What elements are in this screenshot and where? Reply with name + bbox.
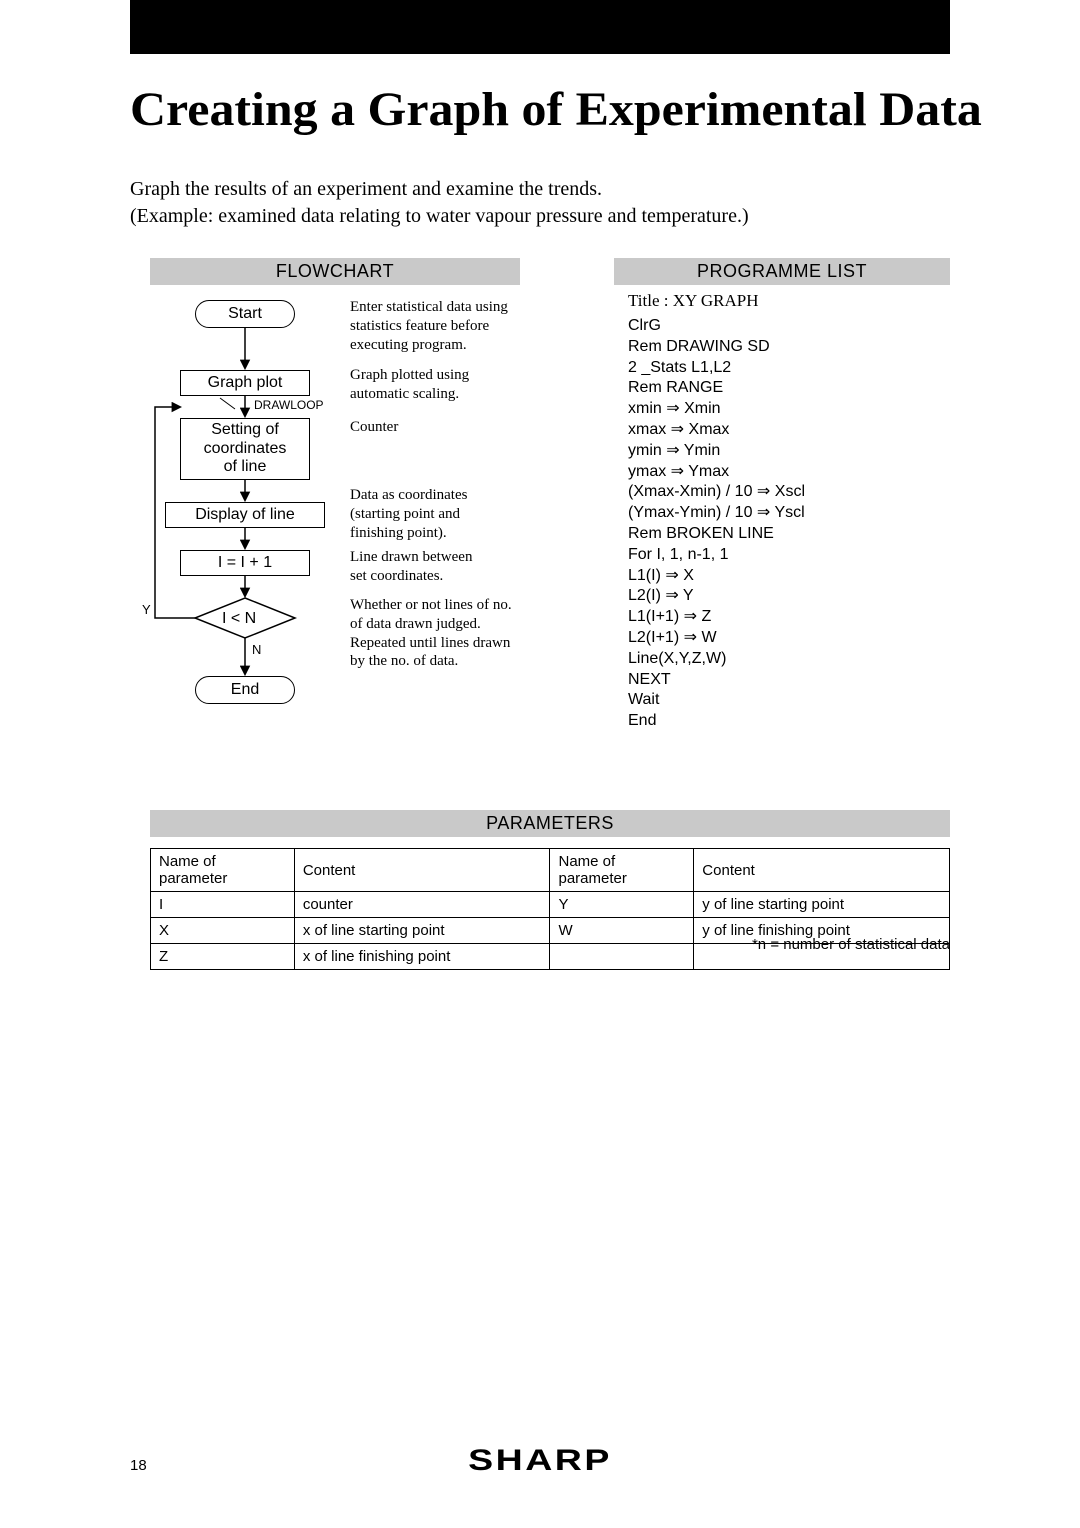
flowchart-node-incr: I = I + 1 xyxy=(180,550,310,576)
parameters-heading-bar: PARAMETERS xyxy=(150,810,950,837)
cell: counter xyxy=(294,892,550,918)
intro-line-2: (Example: examined data relating to wate… xyxy=(130,205,749,227)
flowchart-branch-n: N xyxy=(252,642,261,657)
cell: Y xyxy=(550,892,694,918)
brand-logo: SHARP xyxy=(0,1444,1080,1478)
col-header: Content xyxy=(294,849,550,892)
flowchart-node-cond-label: I < N xyxy=(222,610,256,628)
page-title: Creating a Graph of Experimental Data xyxy=(130,82,982,137)
col-header: Content xyxy=(694,849,950,892)
intro-text: Graph the results of an experiment and e… xyxy=(130,176,950,230)
programme-heading-bar: PROGRAMME LIST xyxy=(614,258,950,285)
intro-line-1: Graph the results of an experiment and e… xyxy=(130,178,602,200)
cell: I xyxy=(151,892,295,918)
flowchart-note-1: Graph plotted using automatic scaling. xyxy=(350,366,469,404)
flowchart-heading-bar: FLOWCHART xyxy=(150,258,520,285)
flowchart-branch-y: Y xyxy=(142,602,151,617)
flowchart-note-4: Line drawn between set coordinates. xyxy=(350,548,472,586)
flowchart-note-0: Enter statistical data using statistics … xyxy=(350,298,508,354)
programme-title: Title : XY GRAPH xyxy=(628,291,759,311)
parameters-footnote: *n = number of statistical data xyxy=(150,936,950,953)
flowchart-node-plot: Graph plot xyxy=(180,370,310,396)
header-underline xyxy=(130,40,950,42)
col-header: Name of parameter xyxy=(550,849,694,892)
product-label: EL-9900 Graphing Calculator xyxy=(130,14,950,37)
flowchart-node-display: Display of line xyxy=(165,502,325,528)
flowchart-note-2: Counter xyxy=(350,418,398,437)
programme-list: ClrG Rem DRAWING SD 2 _Stats L1,L2 Rem R… xyxy=(628,316,805,732)
flowchart: Start Graph plot Setting of coordinates … xyxy=(150,290,520,760)
cell: y of line starting point xyxy=(694,892,950,918)
flowchart-note-5: Whether or not lines of no. of data draw… xyxy=(350,596,512,671)
flowchart-node-coords: Setting of coordinates of line xyxy=(180,418,310,480)
table-row: I counter Y y of line starting point xyxy=(151,892,950,918)
table-header-row: Name of parameter Content Name of parame… xyxy=(151,849,950,892)
flowchart-node-start: Start xyxy=(195,300,295,328)
col-header: Name of parameter xyxy=(151,849,295,892)
flowchart-node-end: End xyxy=(195,676,295,704)
flowchart-loop-label: DRAWLOOP xyxy=(254,398,324,412)
flowchart-note-3: Data as coordinates (starting point and … xyxy=(350,486,467,542)
